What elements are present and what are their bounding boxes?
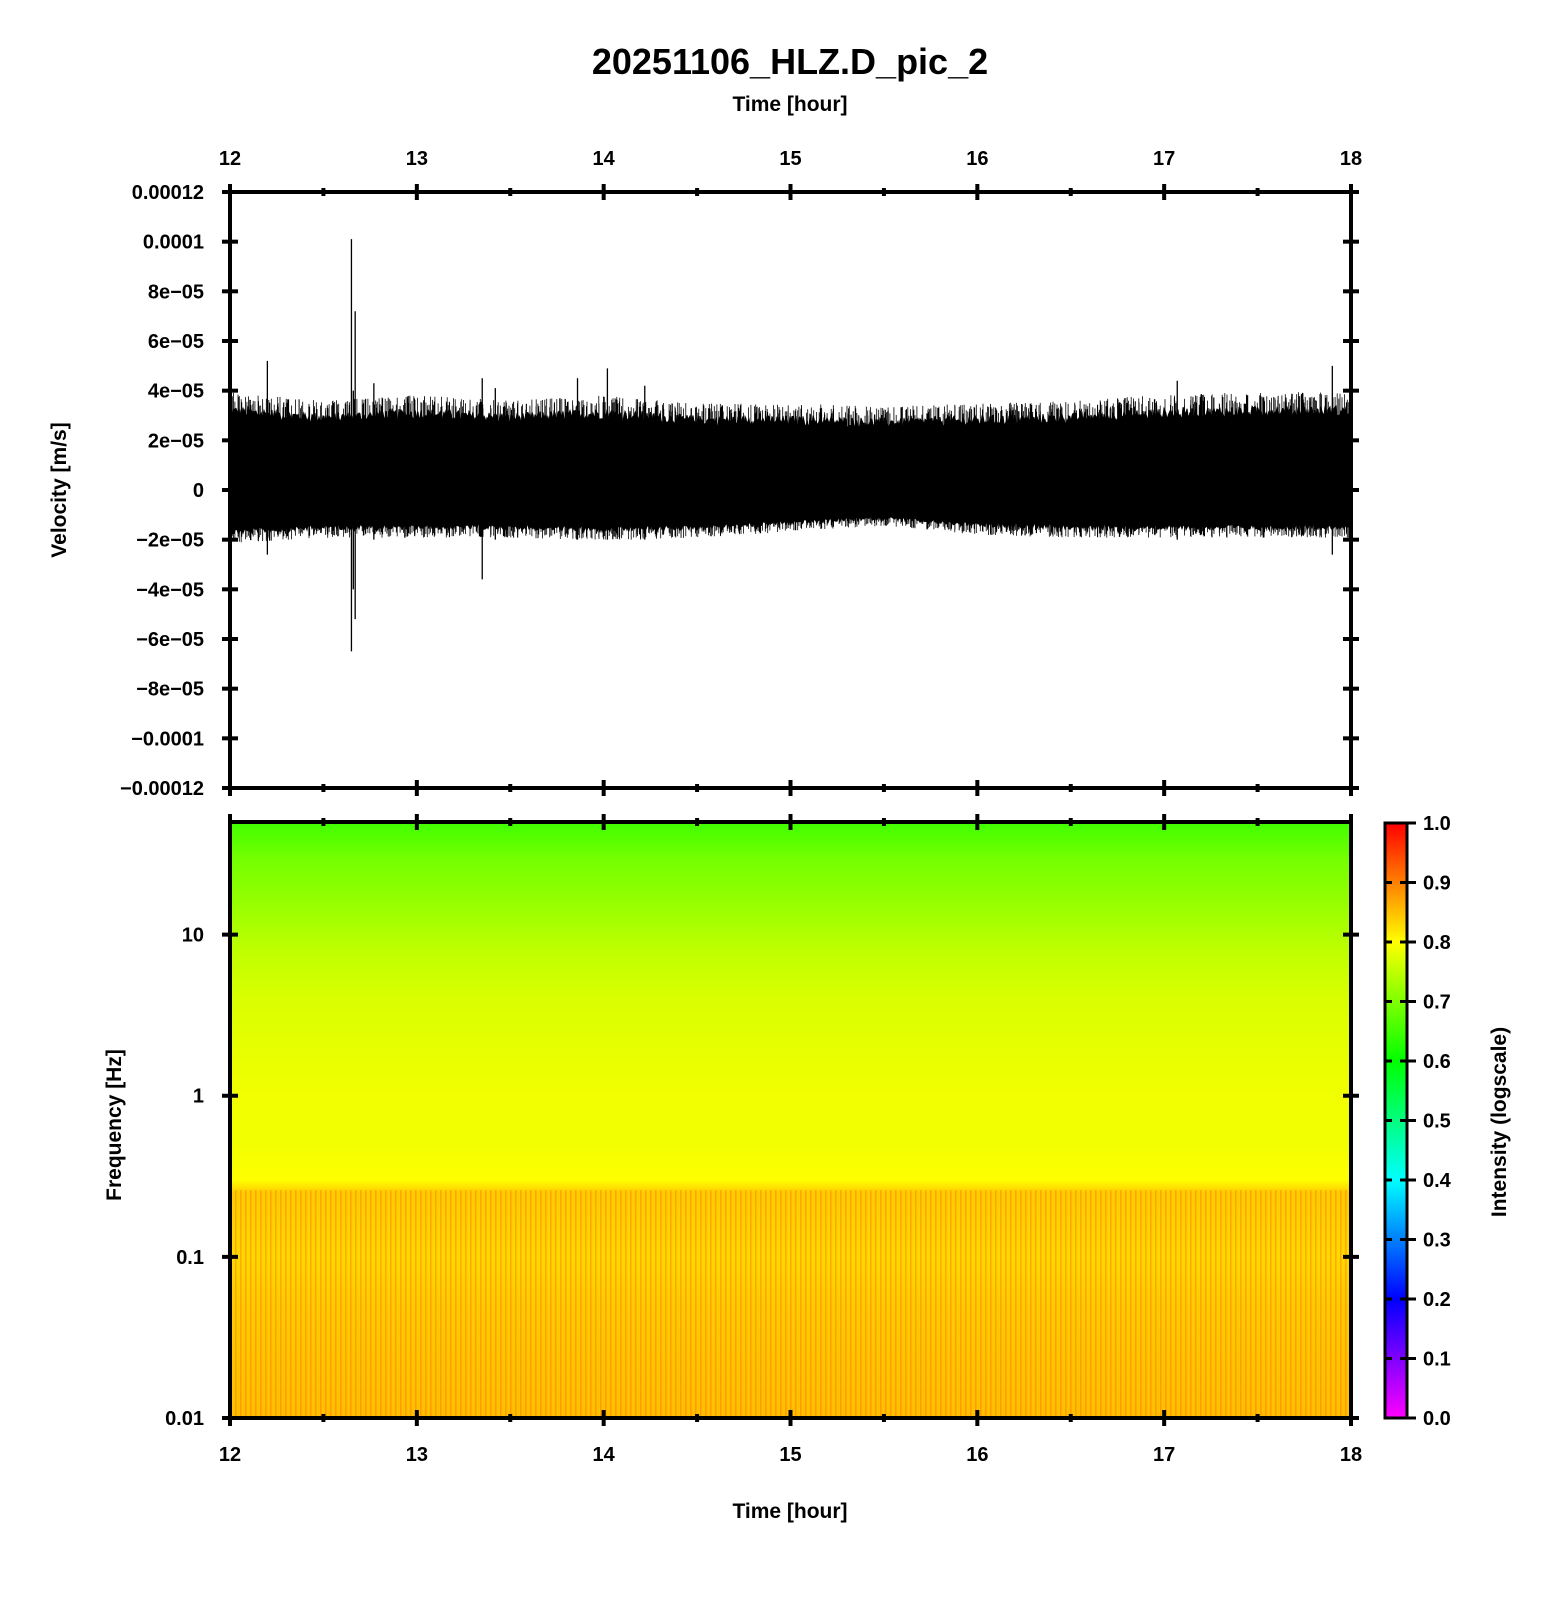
x-tick-label: 18 (1340, 148, 1362, 170)
x-tick-label: 16 (966, 1444, 988, 1466)
spectrogram-y-axis-label: Frequency [Hz] (103, 1049, 126, 1201)
colorbar-tick-label: 0.3 (1423, 1230, 1451, 1252)
waveform-y-axis-label: Velocity [m/s] (48, 422, 71, 557)
y-tick-label: 0 (193, 480, 204, 502)
colorbar-tick-label: 0.6 (1423, 1051, 1451, 1073)
colorbar-tick-label: 0.7 (1423, 992, 1451, 1014)
x-tick-label: 17 (1153, 148, 1175, 170)
y-tick-label: 0.1 (176, 1247, 204, 1269)
x-tick-label: 13 (406, 148, 428, 170)
y-tick-label: −4e−05 (136, 579, 204, 601)
y-tick-label: 6e−05 (148, 331, 204, 353)
colorbar-tick-label: 0.8 (1423, 932, 1451, 954)
colorbar-tick-label: 0.0 (1423, 1408, 1451, 1430)
colorbar-tick-label: 0.1 (1423, 1349, 1451, 1371)
x-tick-label: 14 (593, 1444, 616, 1466)
waveform-x-ticks: 12 13 14 15 16 17 18 (219, 148, 1362, 796)
y-tick-label: −8e−05 (136, 679, 204, 701)
waveform-panel: 12 13 14 15 16 17 18 0.00012 0.0001 8e−05 6e−05 4e… (48, 148, 1362, 800)
y-tick-label: 0.0001 (143, 232, 204, 254)
y-tick-label: −2e−05 (136, 530, 204, 552)
y-tick-label: 10 (182, 925, 204, 947)
x-tick-label: 12 (219, 148, 241, 170)
top-x-axis-label: Time [hour] (732, 93, 847, 116)
colorbar: 0.0 0.1 0.2 0.3 0.4 0.5 0.6 0.7 0.8 0.9 1.0 Intens… (1383, 813, 1511, 1430)
colorbar-tick-label: 0.9 (1423, 873, 1451, 895)
y-tick-label: 0.00012 (132, 182, 204, 204)
bottom-x-axis-label: Time [hour] (732, 1500, 847, 1523)
colorbar-tick-label: 0.2 (1423, 1289, 1451, 1311)
colorbar-tick-label: 0.4 (1423, 1170, 1452, 1192)
x-tick-label: 16 (966, 148, 988, 170)
y-tick-label: 2e−05 (148, 430, 204, 452)
y-tick-label: −0.0001 (131, 728, 204, 750)
y-tick-label: 0.01 (165, 1408, 204, 1430)
spectrogram-x-ticks: 12 13 14 15 16 17 18 (219, 814, 1362, 1466)
colorbar-label: Intensity (logscale) (1488, 1027, 1511, 1217)
colorbar-ticks: 0.0 0.1 0.2 0.3 0.4 0.5 0.6 0.7 0.8 0.9 1.0 (1385, 813, 1452, 1430)
x-tick-label: 18 (1340, 1444, 1362, 1466)
y-tick-label: −6e−05 (136, 629, 204, 651)
x-tick-label: 14 (593, 148, 616, 170)
x-tick-label: 13 (406, 1444, 428, 1466)
y-tick-label: 8e−05 (148, 281, 204, 303)
colorbar-tick-label: 1.0 (1423, 813, 1451, 835)
chart-title: 20251106_HLZ.D_pic_2 (592, 41, 988, 82)
spectrogram-texture (230, 1190, 1351, 1418)
y-tick-label: 4e−05 (148, 381, 204, 403)
waveform-y-ticks: 0.00012 0.0001 8e−05 6e−05 4e−05 2e−05 0 −2e−05… (120, 182, 1359, 800)
y-tick-label: −0.00012 (120, 778, 204, 800)
x-tick-label: 15 (779, 148, 801, 170)
x-tick-label: 17 (1153, 1444, 1175, 1466)
spectrogram-panel: 12 13 14 15 16 17 18 10 1 0.1 0.01 Frequency [Hz]… (103, 814, 1362, 1523)
spectrogram-y-ticks: 10 1 0.1 0.01 (165, 925, 1359, 1430)
velocity-waveform-series (232, 239, 1351, 652)
y-tick-label: 1 (193, 1086, 204, 1108)
x-tick-label: 15 (779, 1444, 801, 1466)
colorbar-tick-label: 0.5 (1423, 1111, 1451, 1133)
x-tick-label: 12 (219, 1444, 241, 1466)
